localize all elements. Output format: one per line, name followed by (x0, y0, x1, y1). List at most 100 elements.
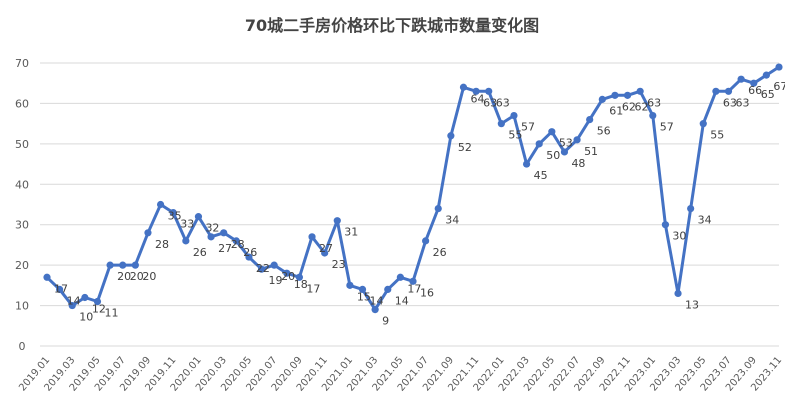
y-tick-label: 50 (15, 138, 29, 151)
data-point (270, 261, 278, 269)
data-label: 57 (660, 121, 674, 134)
data-label: 10 (79, 311, 93, 324)
data-point (182, 237, 190, 245)
data-label: 26 (243, 246, 257, 259)
data-point (661, 221, 670, 229)
data-label: 66 (748, 84, 762, 97)
data-label: 26 (433, 246, 447, 259)
data-label: 23 (332, 258, 346, 271)
data-label: 30 (672, 230, 686, 243)
data-point (775, 63, 783, 71)
data-point (535, 140, 543, 148)
data-point (522, 160, 531, 168)
data-point (371, 306, 379, 314)
data-label: 51 (584, 145, 598, 158)
gridlines (40, 62, 779, 347)
data-point (396, 273, 404, 281)
data-label: 56 (597, 125, 611, 138)
data-point (295, 273, 304, 281)
data-point (358, 285, 367, 293)
x-axis-ticks: 2019.012019.032019.052019.072019.092019.… (17, 355, 784, 394)
data-label: 27 (319, 242, 333, 255)
data-point (485, 87, 493, 95)
data-point (737, 75, 745, 83)
data-point (43, 273, 51, 281)
data-label: 20 (281, 270, 295, 283)
data-label: 34 (445, 214, 459, 227)
data-point (724, 87, 733, 95)
data-point (560, 148, 569, 156)
data-label: 62 (635, 100, 649, 113)
data-point (636, 87, 644, 95)
data-label: 15 (357, 290, 371, 303)
data-label: 17 (407, 282, 421, 295)
data-point (611, 91, 619, 99)
data-label: 19 (269, 274, 283, 287)
data-point (169, 208, 177, 217)
y-tick-label: 30 (15, 219, 29, 232)
data-label: 33 (180, 218, 194, 231)
data-label: 14 (370, 294, 384, 307)
data-point (106, 261, 114, 269)
chart-title: 70城二手房价格环比下跌城市数量变化图 (245, 16, 539, 35)
data-point (712, 87, 720, 95)
data-label: 65 (761, 88, 775, 101)
data-label: 26 (193, 246, 207, 259)
data-point (333, 217, 341, 225)
data-label: 28 (155, 238, 169, 251)
data-point (699, 120, 707, 128)
data-label: 20 (117, 270, 131, 283)
data-label: 13 (685, 298, 699, 311)
data-label: 14 (395, 294, 409, 307)
data-point (573, 136, 581, 144)
data-label: 12 (92, 302, 106, 315)
y-tick-label: 0 (19, 340, 26, 353)
data-label: 55 (508, 129, 522, 142)
data-label: 45 (534, 169, 548, 182)
data-points (43, 63, 783, 314)
data-label: 17 (306, 282, 320, 295)
data-point (283, 269, 291, 277)
data-label: 57 (521, 121, 535, 134)
data-point (245, 253, 253, 261)
y-axis-ticks: 0 10 20 30 40 50 60 70 (15, 57, 29, 353)
data-label: 20 (142, 270, 156, 283)
data-label: 17 (54, 282, 68, 295)
data-label: 34 (698, 214, 712, 227)
data-point (56, 285, 64, 293)
data-label: 11 (104, 307, 118, 320)
data-point (674, 289, 682, 298)
data-label: 62 (622, 100, 636, 113)
data-label: 32 (205, 222, 219, 235)
data-label: 63 (483, 96, 497, 109)
data-label: 63 (647, 96, 661, 109)
data-point (207, 233, 215, 241)
data-point (762, 71, 770, 79)
data-point (459, 83, 468, 91)
data-point (409, 277, 417, 285)
data-label: 9 (382, 315, 389, 328)
data-label: 14 (67, 294, 81, 307)
data-label: 63 (723, 96, 737, 109)
data-point (346, 281, 354, 289)
data-label: 48 (571, 157, 585, 170)
data-point (308, 233, 316, 241)
data-point (119, 261, 127, 269)
data-point (194, 213, 203, 221)
data-label: 55 (710, 129, 724, 142)
data-label: 20 (130, 270, 144, 283)
data-point (447, 132, 455, 140)
data-label: 63 (496, 96, 510, 109)
data-label: 67 (773, 80, 785, 93)
data-labels: 1714101211202020283533263227282622192018… (54, 80, 785, 328)
data-label: 18 (294, 278, 308, 291)
data-label: 53 (559, 137, 573, 150)
data-label: 50 (546, 149, 560, 162)
y-tick-label: 60 (15, 97, 29, 110)
data-point (548, 128, 556, 136)
data-point (220, 229, 228, 237)
data-label: 52 (458, 141, 472, 154)
data-label: 28 (231, 238, 245, 251)
data-point (131, 261, 139, 269)
